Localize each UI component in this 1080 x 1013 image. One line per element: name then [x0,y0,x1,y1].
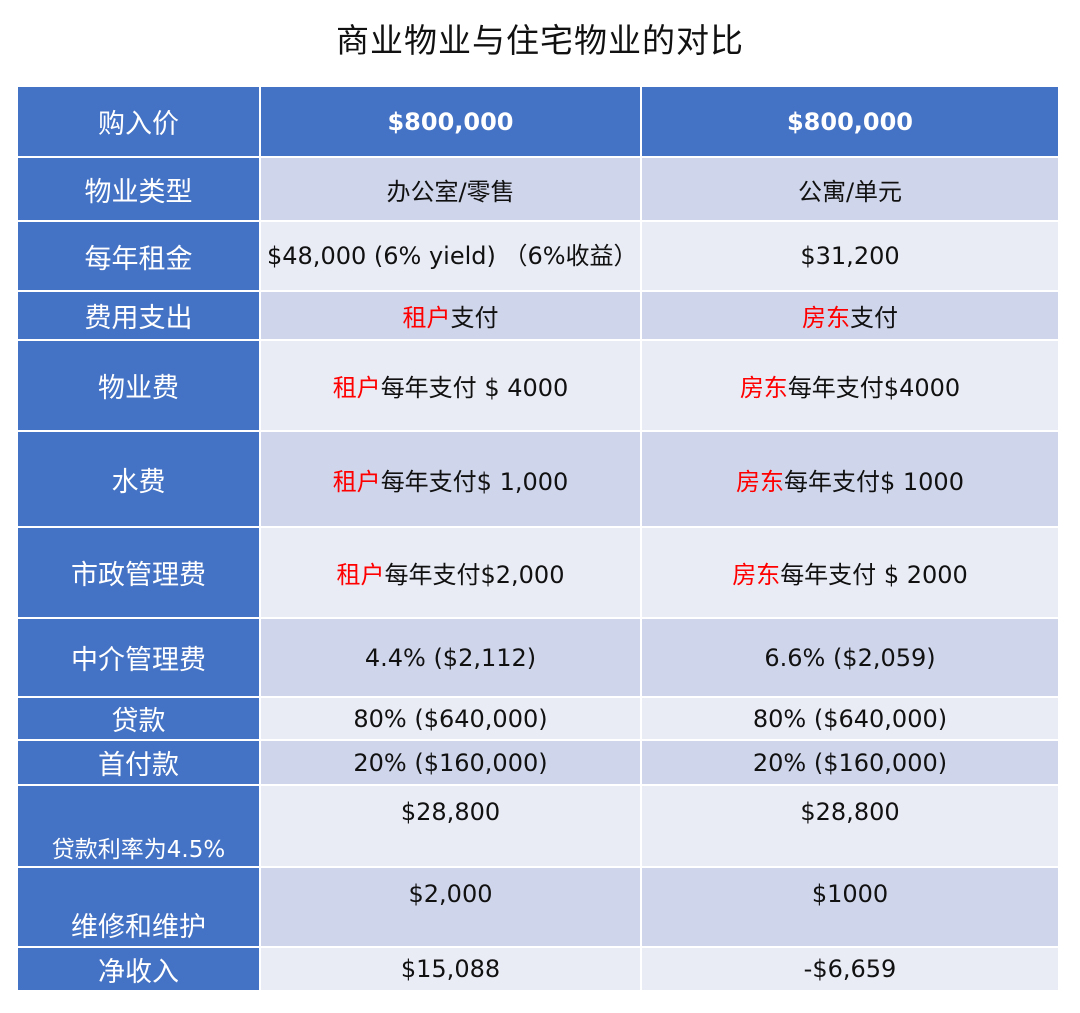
page-title: 商业物业与住宅物业的对比 [336,21,744,60]
residential-cell: 6.6% ($2,059) [640,617,1060,698]
table-row: 净收入 $15,088 -$6,659 [16,946,1060,992]
row-label: 费用支出 [16,290,261,341]
row-label: 首付款 [16,739,261,786]
commercial-cell: 80% ($640,000) [259,696,642,741]
residential-cell: $31,200 [640,220,1060,292]
row-label: 贷款 [16,696,261,741]
payer-landlord: 房东 [732,561,781,589]
comparison-table: 购入价 $800,000 $800,000 物业类型 办公室/零售 公寓/单元 … [16,85,1060,992]
row-label: 净收入 [16,946,261,992]
cell-text: 支付 [850,304,898,332]
residential-cell: 公寓/单元 [640,156,1060,222]
payer-tenant: 租户 [402,304,451,332]
row-label: 水费 [16,430,261,528]
residential-cell: $1000 [640,866,1060,948]
cell-text: 每年支付$ 1,000 [380,467,569,496]
table-row: 市政管理费 租户每年支付$2,000 房东每年支付 $ 2000 [16,526,1060,619]
payer-tenant: 租户 [336,561,385,589]
residential-cell: 20% ($160,000) [640,739,1060,786]
commercial-cell: 办公室/零售 [259,156,642,222]
commercial-cell: 4.4% ($2,112) [259,617,642,698]
table-row: 中介管理费 4.4% ($2,112) 6.6% ($2,059) [16,617,1060,698]
commercial-cell: 租户每年支付 $ 4000 [259,339,642,432]
table-row: 贷款 80% ($640,000) 80% ($640,000) [16,696,1060,741]
residential-cell: $28,800 [640,784,1060,868]
residential-cell: 房东每年支付$4000 [640,339,1060,432]
table-row: 物业类型 办公室/零售 公寓/单元 [16,156,1060,222]
cell-text: 每年支付$2,000 [384,561,565,589]
commercial-cell: $48,000 (6% yield) （6%收益） [259,220,642,292]
row-label: 每年租金 [16,220,261,292]
table-header-row: 购入价 $800,000 $800,000 [16,85,1060,158]
row-label: 中介管理费 [16,617,261,698]
cell-text: 每年支付 $ 4000 [380,374,569,402]
payer-landlord: 房东 [739,374,788,402]
row-label: 维修和维护 [16,866,261,948]
cell-text: 每年支付$ 1000 [784,467,964,496]
row-label: 物业类型 [16,156,261,222]
cell-text: 支付 [450,304,499,332]
residential-cell: -$6,659 [640,946,1060,992]
table-row: 贷款利率为4.5% $28,800 $28,800 [16,784,1060,868]
commercial-cell: $15,088 [259,946,642,992]
cell-text: 每年支付 $ 2000 [780,561,968,589]
table-row: 首付款 20% ($160,000) 20% ($160,000) [16,739,1060,786]
table-row: 物业费 租户每年支付 $ 4000 房东每年支付$4000 [16,339,1060,432]
commercial-cell: 租户支付 [259,290,642,341]
header-residential-price: $800,000 [640,85,1060,158]
row-label: 贷款利率为4.5% [16,784,261,868]
commercial-cell: $2,000 [259,866,642,948]
payer-landlord: 房东 [736,467,784,496]
commercial-cell: 租户每年支付$ 1,000 [259,430,642,528]
payer-tenant: 租户 [332,374,381,402]
header-label-purchase-price: 购入价 [16,85,261,158]
residential-cell: 房东支付 [640,290,1060,341]
residential-cell: 房东每年支付 $ 2000 [640,526,1060,619]
payer-landlord: 房东 [802,304,850,332]
table-row: 费用支出 租户支付 房东支付 [16,290,1060,341]
commercial-cell: $28,800 [259,784,642,868]
header-commercial-price: $800,000 [259,85,642,158]
residential-cell: 80% ($640,000) [640,696,1060,741]
row-label: 市政管理费 [16,526,261,619]
payer-tenant: 租户 [332,467,381,496]
residential-cell: 房东每年支付$ 1000 [640,430,1060,528]
table-row: 每年租金 $48,000 (6% yield) （6%收益） $31,200 [16,220,1060,292]
table-row: 维修和维护 $2,000 $1000 [16,866,1060,948]
table-row: 水费 租户每年支付$ 1,000 房东每年支付$ 1000 [16,430,1060,528]
row-label: 物业费 [16,339,261,432]
commercial-cell: 20% ($160,000) [259,739,642,786]
cell-text: 每年支付$4000 [787,374,961,402]
commercial-cell: 租户每年支付$2,000 [259,526,642,619]
